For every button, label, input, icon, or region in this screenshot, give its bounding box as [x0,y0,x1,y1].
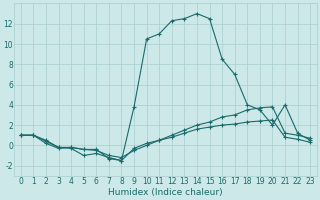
X-axis label: Humidex (Indice chaleur): Humidex (Indice chaleur) [108,188,223,197]
